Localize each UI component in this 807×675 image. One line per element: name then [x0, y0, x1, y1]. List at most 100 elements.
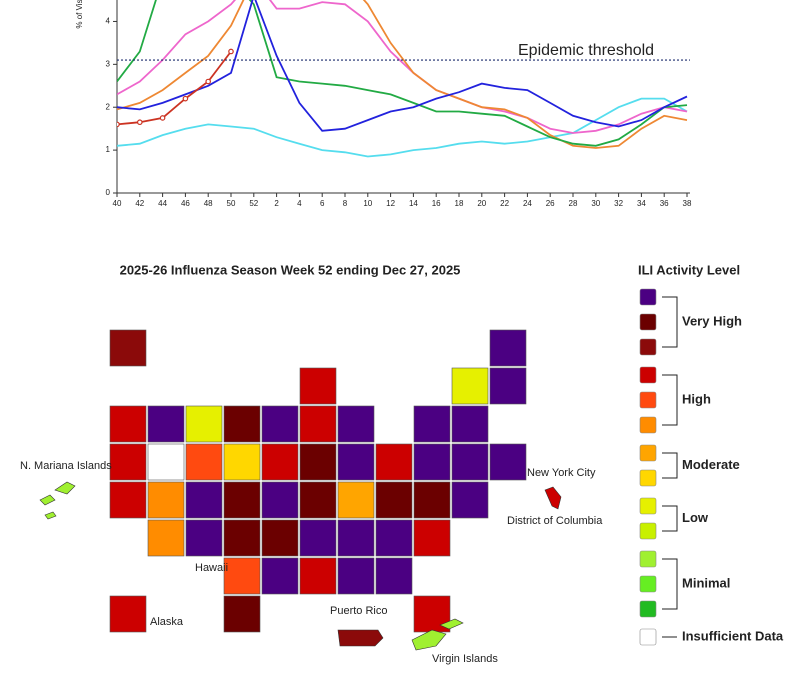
- state: [261, 443, 299, 481]
- state: [337, 443, 375, 481]
- territory: [544, 486, 562, 510]
- state: [223, 443, 261, 481]
- state: [147, 481, 185, 519]
- legend-label: Moderate: [682, 457, 740, 472]
- legend-swatch: [639, 522, 657, 540]
- x-tick-label: 46: [181, 199, 190, 208]
- series-line: [117, 0, 688, 149]
- territory-label: N. Mariana Islands: [20, 460, 112, 472]
- territory: [337, 629, 384, 647]
- x-tick-label: 44: [158, 199, 167, 208]
- x-tick-label: 2: [274, 199, 279, 208]
- legend-swatch: [639, 366, 657, 384]
- state: [337, 557, 375, 595]
- state: [185, 519, 223, 557]
- legend-bracket: [662, 452, 678, 479]
- x-tick-label: 36: [660, 199, 669, 208]
- state: [109, 595, 147, 633]
- territory-label: Hawaii: [195, 562, 228, 574]
- state: [147, 405, 185, 443]
- state: [413, 405, 451, 443]
- legend-swatch: [639, 469, 657, 487]
- state: [299, 367, 337, 405]
- state: [413, 443, 451, 481]
- x-tick-label: 28: [569, 199, 578, 208]
- legend-swatch: [639, 338, 657, 356]
- y-tick-label: 4: [106, 17, 111, 26]
- x-tick-label: 32: [614, 199, 623, 208]
- x-tick-label: 52: [249, 199, 258, 208]
- legend-swatch: [639, 575, 657, 593]
- state: [109, 443, 147, 481]
- legend-label: High: [682, 391, 711, 406]
- state: [261, 557, 299, 595]
- state: [109, 329, 147, 367]
- map: N. Mariana Islands Hawaii Alaska Puerto Ric…: [20, 329, 603, 665]
- territory-label: Virgin Islands: [432, 653, 498, 665]
- x-tick-label: 24: [523, 199, 532, 208]
- state: [451, 367, 489, 405]
- series-line: [117, 0, 688, 134]
- legend-swatch: [639, 313, 657, 331]
- state: [299, 443, 337, 481]
- x-tick-label: 16: [432, 199, 441, 208]
- annotation: Epidemic threshold: [518, 42, 654, 59]
- state: [489, 329, 527, 367]
- territory-label: Alaska: [150, 616, 184, 628]
- x-tick-label: 14: [409, 199, 418, 208]
- legend-swatch: [639, 416, 657, 434]
- series-marker: [228, 48, 234, 55]
- state: [223, 519, 261, 557]
- state: [489, 443, 527, 481]
- y-tick-label: 2: [106, 102, 111, 111]
- state: [299, 481, 337, 519]
- territory: [39, 481, 76, 520]
- series-line: [117, 0, 688, 132]
- legend-label: Minimal: [682, 575, 730, 590]
- x-tick-label: 18: [455, 199, 464, 208]
- state: [185, 443, 223, 481]
- state: [223, 405, 261, 443]
- state: [261, 519, 299, 557]
- y-tick-label: 0: [106, 188, 111, 197]
- plot-area: [117, 0, 688, 158]
- state: [109, 481, 147, 519]
- x-tick-label: 10: [363, 199, 372, 208]
- legend-swatch: [639, 288, 657, 306]
- x-tick-label: 4: [297, 199, 302, 208]
- legend-swatch: [639, 628, 657, 646]
- state: [451, 443, 489, 481]
- series-marker: [205, 78, 212, 85]
- legend-label: Low: [682, 510, 709, 525]
- state: [109, 405, 147, 443]
- territory-label: Puerto Rico: [330, 605, 387, 617]
- legend-swatch: [639, 600, 657, 618]
- state: [375, 481, 413, 519]
- state: [299, 557, 337, 595]
- state: [413, 481, 451, 519]
- state: [375, 443, 413, 481]
- territory-label: New York City: [527, 467, 596, 479]
- state: [261, 481, 299, 519]
- legend-bracket: [662, 374, 678, 426]
- state: [451, 405, 489, 443]
- series-marker: [117, 121, 120, 128]
- x-tick-label: 40: [113, 199, 122, 208]
- state: [299, 519, 337, 557]
- state: [185, 481, 223, 519]
- x-tick-label: 12: [386, 199, 395, 208]
- map-title: 2025-26 Influenza Season Week 52 ending …: [120, 262, 461, 277]
- y-tick-label: 3: [106, 59, 111, 68]
- state: [489, 367, 527, 405]
- state: [261, 405, 299, 443]
- x-tick-label: 38: [683, 199, 692, 208]
- legend-label: Very High: [682, 313, 742, 328]
- legend-bracket: [662, 296, 678, 348]
- x-tick-label: 8: [343, 199, 348, 208]
- series-marker: [182, 95, 189, 102]
- state: [413, 519, 451, 557]
- legend-bracket: [662, 558, 678, 610]
- state: [299, 405, 337, 443]
- x-tick-label: 6: [320, 199, 325, 208]
- legend-title: ILI Activity Level: [638, 262, 740, 277]
